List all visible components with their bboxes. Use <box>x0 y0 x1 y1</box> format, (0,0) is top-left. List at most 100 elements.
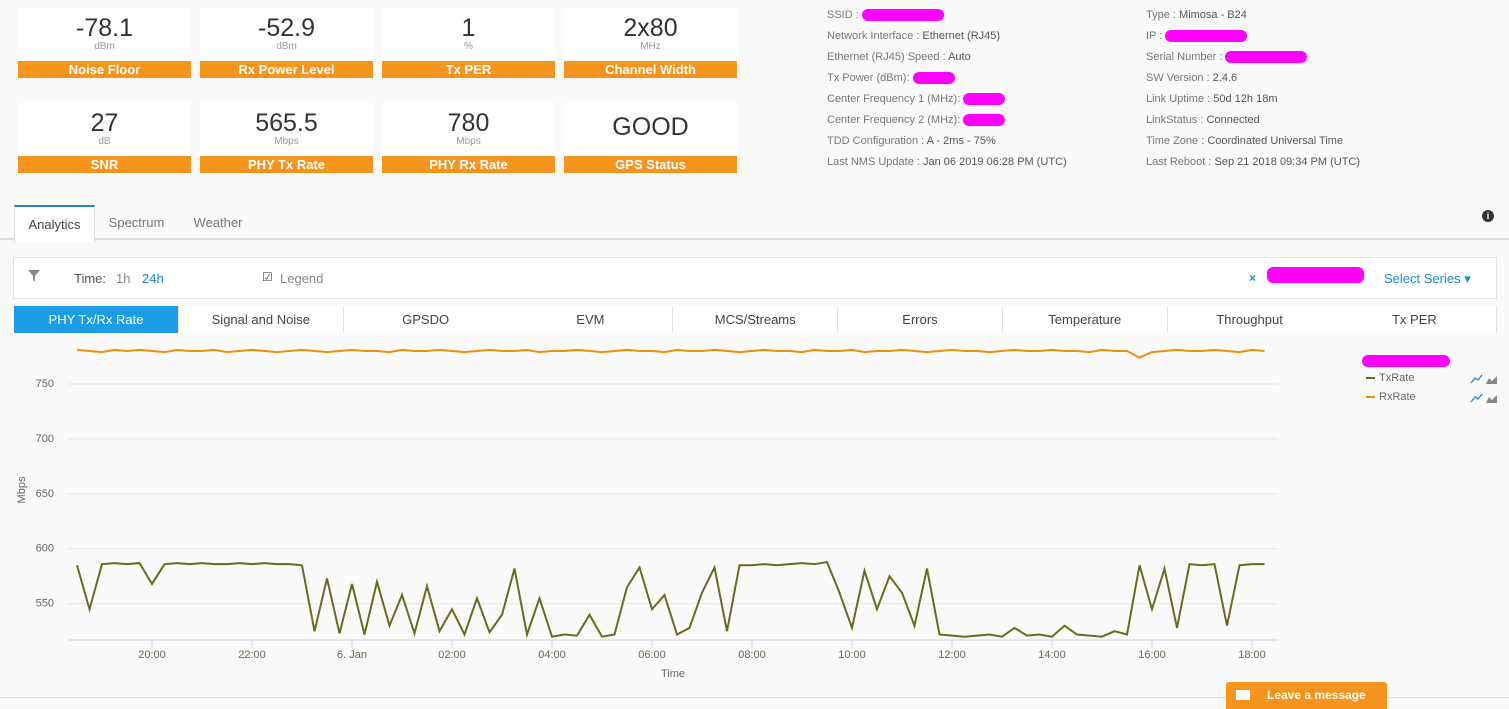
tile-unit: % <box>464 41 473 52</box>
info-row: Network Interface : Ethernet (RJ45) <box>827 30 1000 42</box>
chart: 550 600 650 700 750 20:00 22:00 6. Jan 02:00 04:0… <box>16 348 1497 680</box>
info-label: Time Zone : <box>1146 135 1205 147</box>
info-row: LinkStatus : Connected <box>1146 114 1260 126</box>
info-value: Sep 21 2018 09:34 PM (UTC) <box>1214 156 1361 168</box>
subtab[interactable]: Temperature <box>1002 306 1168 333</box>
redacted <box>861 9 944 22</box>
y-tick-label: 600 <box>36 543 54 555</box>
tile-value: -52.9 <box>258 14 315 42</box>
stat-tile: 780 Mbps PHY Rx Rate <box>382 103 555 173</box>
info-row: TDD Configuration : A - 2ms - 75% <box>827 135 996 147</box>
info-row: Serial Number : <box>1146 51 1308 64</box>
info-label: LinkStatus : <box>1146 114 1204 126</box>
info-label: SW Version : <box>1146 72 1210 84</box>
x-tick-label: 12:00 <box>938 649 966 661</box>
tile-value: GOOD <box>612 113 689 141</box>
tile-unit: dBm <box>276 41 297 52</box>
info-row: Last NMS Update : Jan 06 2019 06:28 PM (… <box>827 156 1067 168</box>
subtab[interactable]: Errors <box>838 306 1003 333</box>
tab[interactable]: Spectrum <box>108 215 165 230</box>
line-icon <box>1470 393 1483 403</box>
x-tick-label: 14:00 <box>1038 649 1066 661</box>
redacted <box>912 72 955 85</box>
tile-label: Channel Width <box>564 61 737 78</box>
select-series[interactable]: Select Series ▾ <box>1384 271 1471 286</box>
subtab[interactable]: PHY Tx/Rx Rate <box>14 306 179 333</box>
time-label: Time: <box>74 271 107 286</box>
y-tick-label: 750 <box>36 378 54 390</box>
tile-label: Tx PER <box>382 61 555 78</box>
stat-tile: 2x80 MHz Channel Width <box>564 8 737 78</box>
info-row: Link Uptime : 50d 12h 18m <box>1146 93 1277 105</box>
subtab[interactable]: Throughput <box>1167 306 1333 333</box>
series-line <box>76 348 1265 359</box>
legend-checkbox[interactable]: ☑ <box>262 270 273 284</box>
time-option[interactable]: 24h <box>142 271 164 286</box>
mail-icon <box>1236 690 1250 700</box>
info-label: IP : <box>1146 30 1163 42</box>
info-row: Tx Power (dBm): <box>827 72 955 85</box>
subtab[interactable]: Signal and Noise <box>178 306 344 333</box>
tile-label: SNR <box>18 156 191 173</box>
x-tick-label: 18:00 <box>1238 649 1266 661</box>
stat-tile: -78.1 dBm Noise Floor <box>18 8 191 78</box>
info-value: Connected <box>1206 114 1260 126</box>
leave-message-button[interactable]: Leave a message <box>1226 682 1387 709</box>
subtab[interactable]: MCS/Streams <box>673 306 839 333</box>
stat-tile: -52.9 dBm Rx Power Level <box>200 8 373 78</box>
info-value: Auto <box>948 51 971 63</box>
x-tick-label: 08:00 <box>738 649 766 661</box>
redacted <box>1362 355 1450 367</box>
select-series-text[interactable]: Select Series <box>1384 271 1461 286</box>
info-label: Serial Number : <box>1146 51 1223 63</box>
tile-unit: dBm <box>94 41 115 52</box>
tab-divider <box>0 238 1509 240</box>
area-icon <box>1486 395 1497 403</box>
tile-label: PHY Tx Rate <box>200 156 373 173</box>
filter-bar: Time: 1h 24h ☑ Legend × Select Series ▾ <box>13 257 1497 299</box>
info-label: Tx Power (dBm): <box>827 72 910 84</box>
info-row: Time Zone : Coordinated Universal Time <box>1146 135 1343 147</box>
info-row: SW Version : 2.4.6 <box>1146 72 1237 84</box>
filter-icon[interactable] <box>28 270 40 282</box>
tab[interactable]: Analytics <box>14 205 95 242</box>
info-value: Jan 06 2019 06:28 PM (UTC) <box>923 156 1067 168</box>
stat-tile: GOOD GPS Status <box>564 103 737 173</box>
footer-line <box>0 697 1509 698</box>
x-tick-label: 10:00 <box>838 649 866 661</box>
subtab[interactable]: Tx PER <box>1332 306 1498 333</box>
tile-label: GPS Status <box>564 156 737 173</box>
info-row: SSID : <box>827 9 944 22</box>
x-tick-label: 20:00 <box>138 649 166 661</box>
line-icon <box>1470 374 1483 384</box>
x-tick-label: 16:00 <box>1138 649 1166 661</box>
clear-icon[interactable]: × <box>1249 271 1257 285</box>
tile-unit: MHz <box>640 41 661 52</box>
tile-value: 27 <box>90 109 119 137</box>
tile-unit: dB <box>98 136 111 147</box>
subtab[interactable]: GPSDO <box>343 306 509 333</box>
tab[interactable]: Weather <box>193 215 243 230</box>
button-text[interactable]: Leave a message <box>1267 688 1366 702</box>
stat-tile: 1% Tx PER <box>382 8 555 78</box>
tile-value: 2x80 <box>623 14 678 42</box>
info-icon[interactable]: i <box>1482 210 1494 222</box>
info-label: TDD Configuration : <box>827 135 925 147</box>
legend-toggle[interactable]: Legend <box>280 271 324 286</box>
x-tick-label: 6. Jan <box>337 649 367 661</box>
info-value: 50d 12h 18m <box>1213 93 1278 105</box>
stat-tile: 565.5 Mbps PHY Tx Rate <box>200 103 373 173</box>
tile-unit: Mbps <box>456 136 481 147</box>
tile-unit: Mbps <box>274 136 299 147</box>
info-row: Last Reboot : Sep 21 2018 09:34 PM (UTC) <box>1146 156 1360 168</box>
info-row: Center Frequency 2 (MHz): <box>827 114 1006 127</box>
info-row: IP : <box>1146 30 1248 43</box>
x-tick-label: 22:00 <box>238 649 266 661</box>
subtab[interactable]: EVM <box>508 306 674 333</box>
info-value: Mimosa - B24 <box>1179 9 1247 21</box>
time-option[interactable]: 1h <box>116 271 131 286</box>
tile-value: 565.5 <box>255 109 318 137</box>
info-label: SSID : <box>827 9 859 21</box>
y-tick-label: 700 <box>36 433 54 445</box>
